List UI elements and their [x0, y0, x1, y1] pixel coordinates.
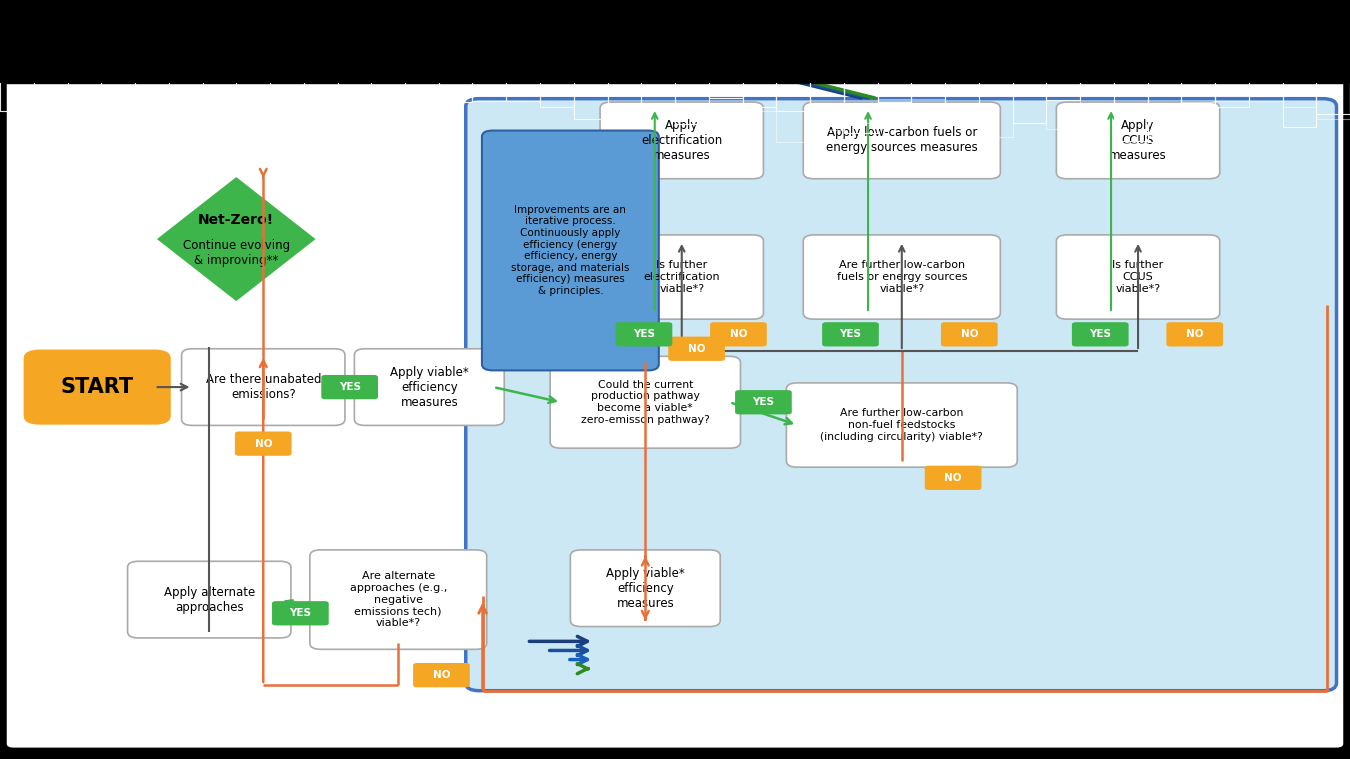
Text: Is further
CCUS
viable*?: Is further CCUS viable*?: [1112, 260, 1164, 294]
FancyBboxPatch shape: [127, 562, 292, 638]
Text: NO: NO: [255, 439, 271, 449]
Text: NO: NO: [730, 329, 747, 339]
Text: NO: NO: [945, 473, 961, 483]
Text: YES: YES: [633, 329, 655, 339]
FancyBboxPatch shape: [668, 337, 725, 361]
Text: START: START: [61, 377, 134, 397]
FancyBboxPatch shape: [570, 550, 720, 627]
FancyBboxPatch shape: [616, 322, 672, 346]
Text: Is further
electrification
viable*?: Is further electrification viable*?: [644, 260, 720, 294]
Text: YES: YES: [752, 397, 775, 408]
Text: Are further low-carbon
non-fuel feedstocks
(including circularity) viable*?: Are further low-carbon non-fuel feedstoc…: [821, 408, 983, 442]
FancyBboxPatch shape: [309, 550, 486, 650]
Text: Are alternate
approaches (e.g.,
negative
emissions tech)
viable*?: Are alternate approaches (e.g., negative…: [350, 572, 447, 628]
FancyBboxPatch shape: [822, 322, 879, 346]
Text: Are there unabated
emissions?: Are there unabated emissions?: [205, 373, 321, 401]
Text: Apply alternate
approaches: Apply alternate approaches: [163, 586, 255, 613]
Text: NO: NO: [1187, 329, 1203, 339]
Text: NO: NO: [961, 329, 977, 339]
FancyBboxPatch shape: [786, 383, 1018, 467]
FancyBboxPatch shape: [482, 131, 659, 370]
Text: Continue evolving
& improving**: Continue evolving & improving**: [182, 239, 290, 266]
FancyBboxPatch shape: [1166, 322, 1223, 346]
FancyBboxPatch shape: [925, 466, 981, 490]
FancyBboxPatch shape: [551, 357, 740, 448]
FancyBboxPatch shape: [734, 390, 791, 414]
Text: NO: NO: [433, 670, 450, 680]
FancyBboxPatch shape: [271, 601, 328, 625]
FancyBboxPatch shape: [710, 322, 767, 346]
FancyBboxPatch shape: [599, 235, 763, 319]
Polygon shape: [159, 178, 313, 300]
FancyBboxPatch shape: [354, 349, 505, 425]
Text: Apply viable*
efficiency
measures: Apply viable* efficiency measures: [606, 567, 684, 609]
Text: YES: YES: [1089, 329, 1111, 339]
FancyBboxPatch shape: [7, 72, 1343, 748]
FancyBboxPatch shape: [466, 99, 1336, 691]
FancyBboxPatch shape: [803, 235, 1000, 319]
FancyBboxPatch shape: [321, 375, 378, 399]
Text: Are further low-carbon
fuels or energy sources
viable*?: Are further low-carbon fuels or energy s…: [837, 260, 967, 294]
Text: YES: YES: [339, 382, 360, 392]
Text: Could the current
production pathway
become a viable*
zero-emisson pathway?: Could the current production pathway bec…: [580, 380, 710, 425]
FancyBboxPatch shape: [1056, 102, 1219, 179]
FancyBboxPatch shape: [413, 663, 470, 688]
FancyBboxPatch shape: [803, 102, 1000, 179]
FancyBboxPatch shape: [181, 349, 346, 425]
Text: Net-Zero!: Net-Zero!: [198, 213, 274, 227]
Text: Apply viable*
efficiency
measures: Apply viable* efficiency measures: [390, 366, 468, 408]
Text: Improvements are an
iterative process.
Continuously apply
efficiency (energy
eff: Improvements are an iterative process. C…: [512, 205, 629, 296]
FancyBboxPatch shape: [599, 102, 763, 179]
FancyBboxPatch shape: [1072, 322, 1129, 346]
FancyBboxPatch shape: [1056, 235, 1219, 319]
Text: YES: YES: [840, 329, 861, 339]
Text: NO: NO: [688, 344, 705, 354]
Text: YES: YES: [289, 608, 312, 619]
FancyBboxPatch shape: [23, 349, 170, 425]
FancyBboxPatch shape: [235, 431, 292, 455]
Text: Apply low-carbon fuels or
energy sources measures: Apply low-carbon fuels or energy sources…: [826, 127, 977, 154]
Text: Apply
CCUS
measures: Apply CCUS measures: [1110, 119, 1166, 162]
FancyBboxPatch shape: [941, 322, 998, 346]
Text: Apply
electrification
measures: Apply electrification measures: [641, 119, 722, 162]
